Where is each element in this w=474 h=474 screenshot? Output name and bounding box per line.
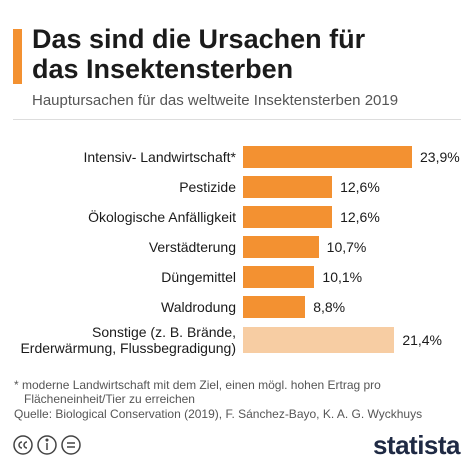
bar-row: Sonstige (z. B. Brände, Erderwärmung, Fl…: [0, 322, 474, 358]
category-label: Ökologische Anfälligkeit: [88, 209, 236, 225]
chart-title: Das sind die Ursachen für das Insektenst…: [32, 24, 366, 84]
category-label: Pestizide: [179, 179, 236, 195]
bar-row: Intensiv- Landwirtschaft* 23,9%: [0, 142, 474, 172]
bar: [243, 176, 333, 198]
value-label: 23,9%: [420, 149, 460, 165]
bar: [243, 236, 319, 258]
bar-row: Verstädterung 10,7%: [0, 232, 474, 262]
plot-area: Intensiv- Landwirtschaft* 23,9% Pestizide 1…: [0, 142, 474, 358]
category-label: Sonstige (z. B. Brände, Erderwärmung, Fl…: [20, 324, 236, 356]
chart-subtitle: Hauptursachen für das weltweite Insekten…: [32, 92, 399, 109]
bar-row: Waldrodung 8,8%: [0, 292, 474, 322]
value-label: 8,8%: [313, 299, 346, 315]
license-icons: [13, 435, 81, 455]
divider: [13, 119, 461, 120]
title-accent: [13, 29, 22, 84]
bar-row: Düngemittel 10,1%: [0, 262, 474, 292]
category-label: Intensiv- Landwirtschaft*: [83, 149, 236, 165]
value-label: 21,4%: [402, 332, 443, 348]
bar-row: Pestizide 12,6%: [0, 172, 474, 202]
value-label: 10,7%: [326, 239, 367, 255]
category-label: Verstädterung: [148, 239, 236, 255]
bar: [243, 266, 315, 288]
bar: [243, 327, 395, 353]
bar: [243, 296, 306, 318]
source: Quelle: Biological Conservation (2019), …: [14, 407, 423, 421]
category-label: Düngemittel: [161, 269, 236, 285]
bar: [243, 146, 412, 168]
bar-row: Ökologische Anfälligkeit 12,6%: [0, 202, 474, 232]
value-label: 12,6%: [340, 209, 380, 225]
value-label: 12,6%: [340, 179, 380, 195]
brand-logo: statista: [372, 430, 461, 460]
value-label: 10,1%: [322, 269, 363, 285]
footnote: * moderne Landwirtschaft mit dem Ziel, e…: [14, 378, 381, 406]
category-label: Waldrodung: [161, 299, 236, 315]
bar: [243, 206, 333, 228]
